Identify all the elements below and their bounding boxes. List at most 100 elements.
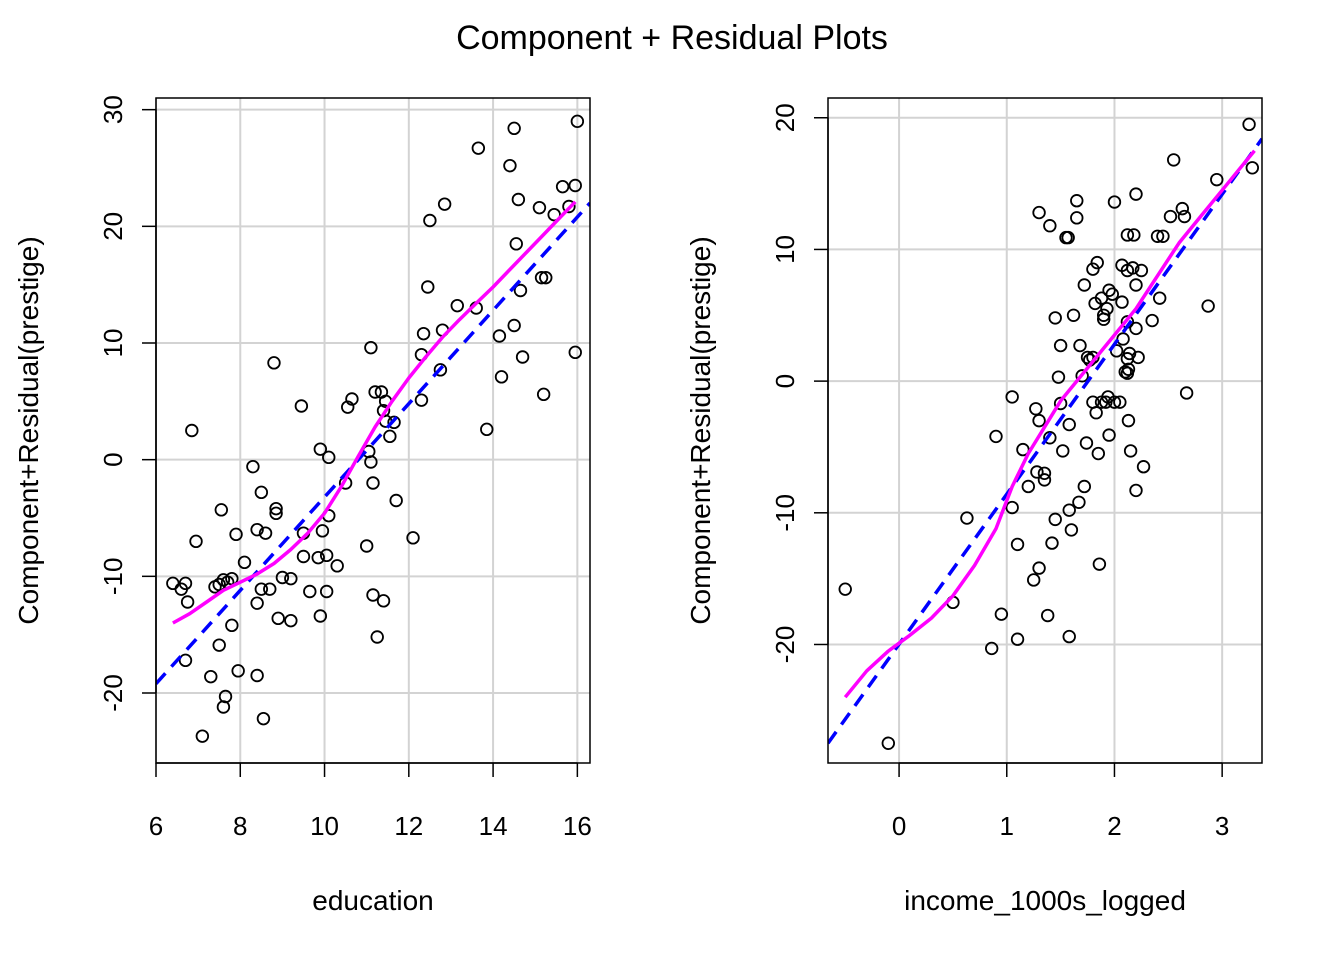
data-point (507, 121, 521, 136)
data-point (1077, 479, 1092, 494)
figure-title: Component + Residual Plots (456, 19, 888, 57)
data-point (366, 476, 380, 490)
data-point (570, 114, 585, 129)
data-point (838, 582, 852, 596)
data-point (341, 400, 355, 414)
data-point (216, 700, 231, 714)
data-point (1062, 503, 1076, 517)
data-point (269, 501, 283, 516)
data-point (322, 450, 336, 465)
data-point (1073, 338, 1087, 353)
data-point (515, 350, 530, 364)
data-point (1040, 608, 1055, 623)
data-point (1090, 255, 1104, 270)
data-point (1064, 523, 1079, 537)
data-point (1053, 396, 1068, 411)
data-point (568, 345, 582, 360)
data-point (1145, 313, 1159, 328)
x-axis-label: income_1000s_logged (904, 885, 1186, 916)
data-point (1116, 332, 1130, 346)
data-point (984, 641, 999, 656)
data-point (492, 329, 507, 343)
y-tick-label: -10 (98, 558, 128, 596)
data-point (1129, 187, 1143, 201)
data-point (1129, 483, 1143, 498)
data-point (568, 178, 582, 193)
data-point (423, 213, 437, 228)
data-point (1179, 386, 1194, 400)
data-point (511, 192, 526, 207)
data-point (1048, 311, 1062, 325)
data-point (547, 207, 561, 222)
data-point (1089, 406, 1103, 420)
data-point (1056, 444, 1070, 458)
data-point (250, 596, 264, 610)
x-tick-label: 6 (149, 811, 163, 841)
panel-income: 0 1 2 3 -20 -10 0 10 20 income_1000s_logged Compon… (685, 97, 1263, 916)
data-point (376, 594, 391, 608)
fit-lines (828, 137, 1262, 745)
data-point (237, 555, 252, 570)
data-point (366, 588, 380, 602)
data-point (315, 524, 330, 538)
data-point (387, 415, 401, 430)
data-point (1127, 228, 1141, 242)
data-point (1079, 436, 1094, 450)
smooth-fit-line (843, 149, 1256, 699)
data-point (319, 584, 334, 599)
data-point (1010, 537, 1025, 552)
data-point (1152, 291, 1167, 305)
data-point (1122, 346, 1137, 361)
data-point (471, 141, 486, 155)
data-point (1242, 117, 1256, 132)
data-point (1105, 287, 1120, 301)
data-point (536, 387, 551, 402)
data-point (437, 197, 452, 211)
data-point (1102, 428, 1116, 442)
data-point (539, 270, 553, 285)
data-point (960, 511, 974, 525)
y-tick-label: -20 (98, 674, 128, 712)
data-point (989, 429, 1003, 444)
data-point (269, 506, 283, 521)
data-point (555, 179, 570, 194)
data-point (389, 493, 403, 508)
data-point (562, 199, 576, 214)
data-point (532, 200, 547, 215)
data-point (319, 548, 334, 563)
data-point (1032, 205, 1046, 220)
data-point (881, 736, 896, 750)
data-point (254, 485, 269, 500)
data-point (1102, 283, 1116, 297)
data-point (1126, 261, 1140, 275)
data-point (1096, 308, 1111, 322)
data-point (313, 442, 328, 456)
data-point (414, 393, 429, 407)
data-point (246, 459, 260, 474)
data-point (1156, 229, 1170, 243)
data-point (256, 711, 271, 726)
data-point (359, 539, 374, 553)
y-axis-label: Component+Residual(prestige) (685, 236, 716, 624)
data-point (370, 630, 384, 644)
data-point (1080, 350, 1095, 365)
data-point (406, 531, 420, 545)
data-point (1131, 350, 1145, 365)
data-point (1086, 262, 1100, 276)
y-tick-label: 10 (770, 235, 800, 264)
data-point (1107, 395, 1122, 409)
data-point (1005, 500, 1019, 515)
data-point (364, 340, 378, 355)
data-point (994, 607, 1009, 621)
data-point (1005, 390, 1019, 404)
y-tick-label: 0 (98, 452, 128, 466)
data-point (1072, 495, 1086, 509)
data-point (1053, 338, 1068, 353)
data-point (1062, 417, 1076, 432)
data-point (330, 559, 344, 573)
data-point (1113, 395, 1127, 409)
data-point (218, 689, 233, 704)
data-point (195, 729, 210, 743)
data-point (1029, 402, 1043, 416)
data-point (1030, 465, 1044, 479)
